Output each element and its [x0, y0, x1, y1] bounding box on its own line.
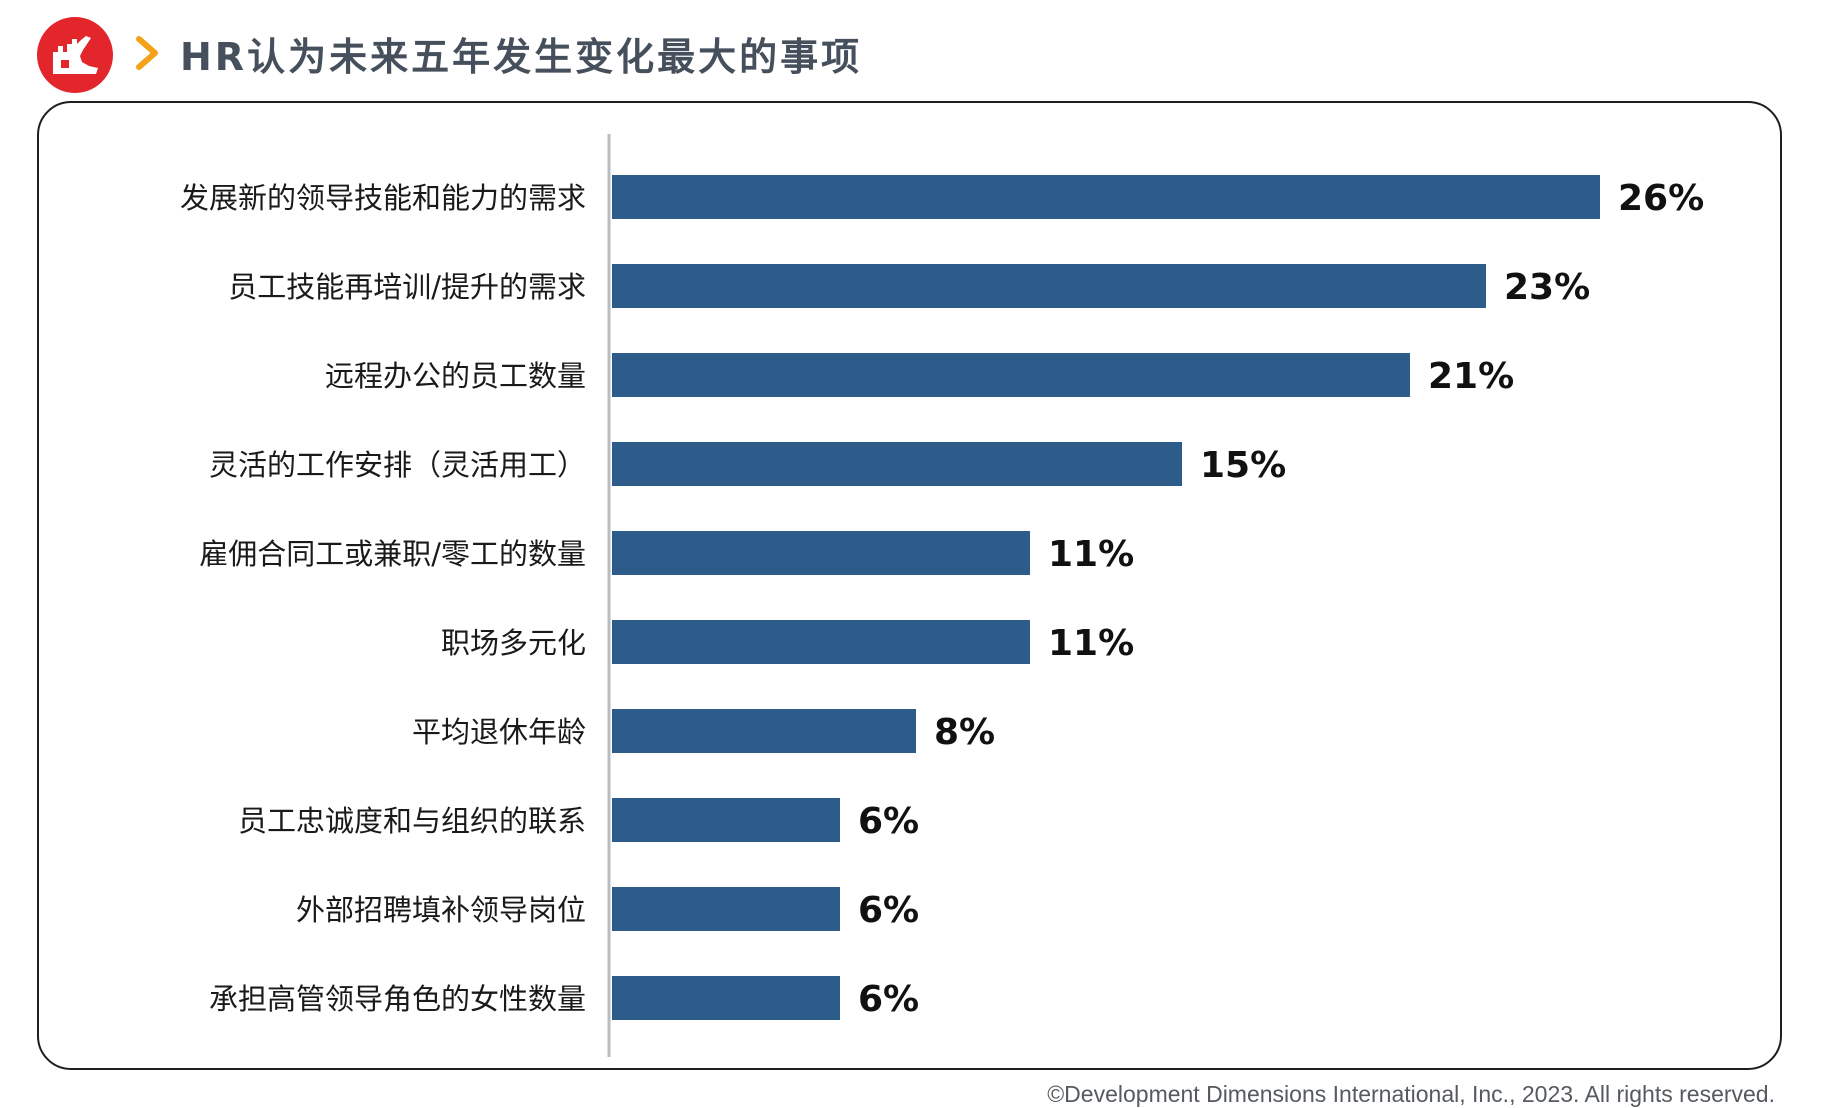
- bar: [612, 353, 1410, 397]
- data-label: 6%: [858, 801, 919, 842]
- category-label: 员工忠诚度和与组织的联系: [238, 804, 586, 838]
- bar: [612, 531, 1030, 575]
- category-label: 外部招聘填补领导岗位: [296, 893, 586, 927]
- wall-logo-icon: [37, 17, 113, 93]
- data-label: 6%: [858, 890, 919, 931]
- bar: [612, 620, 1030, 664]
- category-label: 远程办公的员工数量: [325, 359, 586, 393]
- category-label: 发展新的领导技能和能力的需求: [180, 181, 586, 215]
- bar: [612, 798, 840, 842]
- bar: [612, 264, 1486, 308]
- category-label: 职场多元化: [441, 626, 586, 660]
- bar: [612, 175, 1600, 219]
- copyright-notice: ©Development Dimensions International, I…: [1047, 1081, 1775, 1107]
- bar: [612, 887, 840, 931]
- data-label: 11%: [1048, 534, 1134, 575]
- data-label: 23%: [1504, 267, 1590, 308]
- chart-panel: [37, 101, 1782, 1070]
- data-label: 8%: [934, 712, 995, 753]
- data-label: 11%: [1048, 623, 1134, 664]
- category-label: 员工技能再培训/提升的需求: [228, 270, 586, 304]
- data-label: 21%: [1428, 356, 1514, 397]
- chevron-right-icon: [136, 36, 158, 70]
- bar: [612, 442, 1182, 486]
- data-label: 26%: [1618, 178, 1704, 219]
- data-label: 15%: [1200, 445, 1286, 486]
- category-label: 雇佣合同工或兼职/零工的数量: [199, 537, 586, 571]
- data-label: 6%: [858, 979, 919, 1020]
- category-label: 平均退休年龄: [412, 715, 586, 749]
- bar-chart: 发展新的领导技能和能力的需求 26% 员工技能再培训/提升的需求 23% 远程办公的员工…: [180, 134, 1704, 1057]
- category-label: 灵活的工作安排（灵活用工）: [209, 448, 586, 482]
- category-label: 承担高管领导角色的女性数量: [209, 982, 586, 1016]
- bar: [612, 976, 840, 1020]
- bar: [612, 709, 916, 753]
- page-title: HR认为未来五年发生变化最大的事项: [180, 35, 863, 79]
